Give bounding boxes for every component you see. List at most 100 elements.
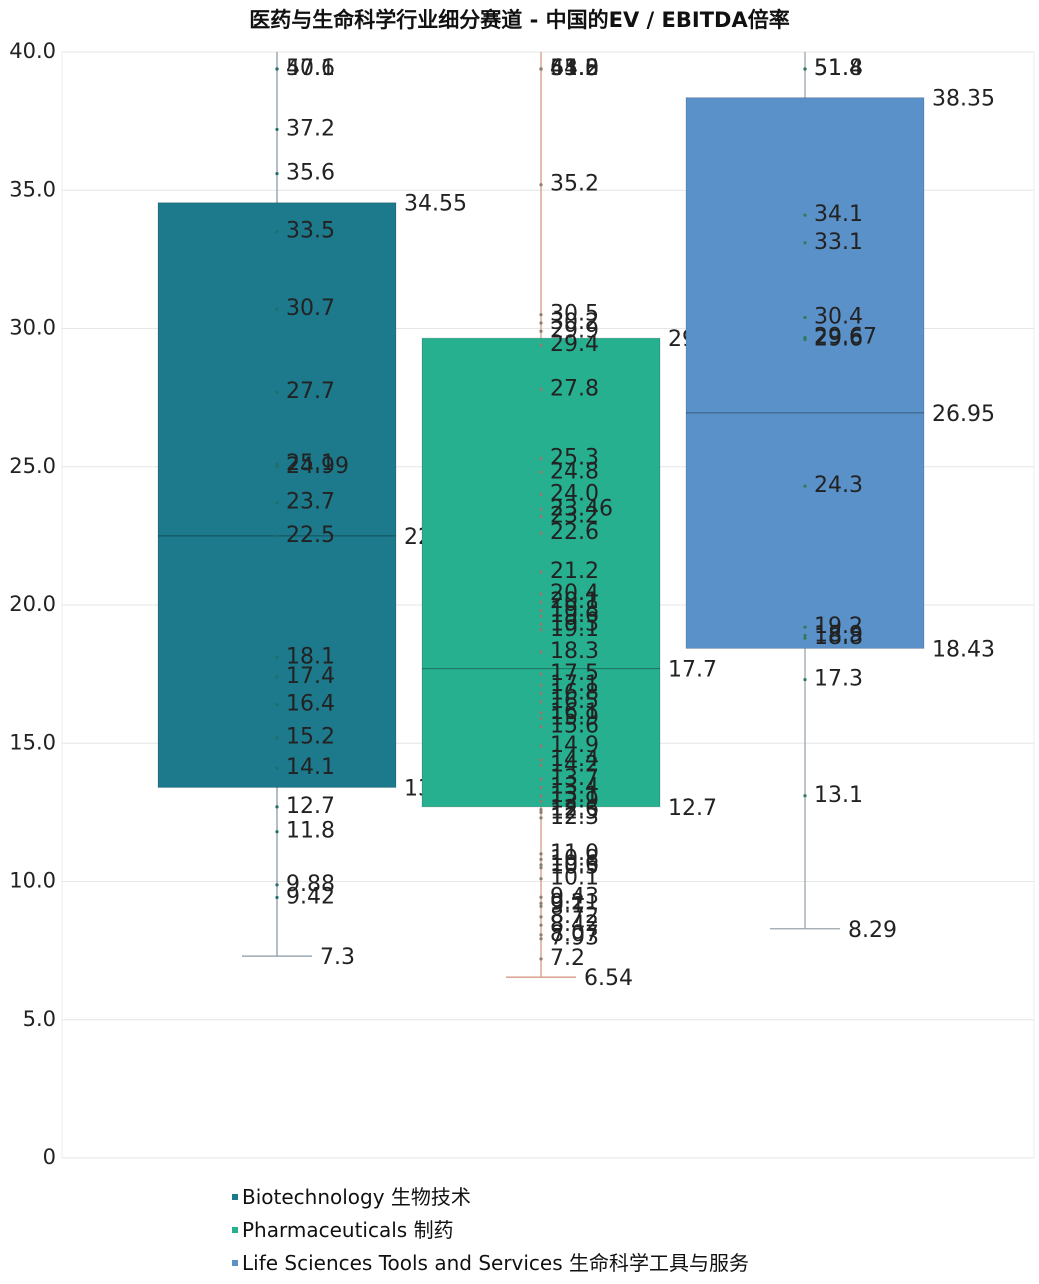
data-point bbox=[539, 866, 543, 870]
y-tick-label: 15.0 bbox=[9, 730, 56, 754]
data-point bbox=[275, 465, 279, 469]
data-point bbox=[539, 313, 543, 317]
point-label: 24.3 bbox=[814, 473, 863, 498]
data-point bbox=[539, 614, 543, 618]
point-label: 11.0 bbox=[550, 841, 599, 866]
data-point bbox=[539, 672, 543, 676]
box-iqr bbox=[157, 202, 397, 788]
median-label: 17.7 bbox=[668, 658, 717, 683]
q1-label: 12.7 bbox=[668, 796, 717, 821]
point-label: 8.07 bbox=[550, 922, 599, 947]
data-point bbox=[539, 683, 543, 687]
y-tick-label: 35.0 bbox=[9, 177, 56, 201]
point-label: 9.43 bbox=[550, 884, 599, 909]
point-label: 22.6 bbox=[550, 520, 599, 545]
q3-label: 38.35 bbox=[932, 87, 995, 112]
point-label: 13.1 bbox=[814, 783, 863, 808]
point-label: 15.9 bbox=[550, 705, 599, 730]
data-point bbox=[539, 785, 543, 790]
point-label: 19.2 bbox=[814, 614, 863, 639]
point-label: 12.9 bbox=[550, 788, 599, 813]
data-point bbox=[539, 777, 543, 781]
point-label: 18.8 bbox=[814, 625, 863, 650]
legend-label: Biotechnology 生物技术 bbox=[242, 1184, 471, 1209]
legend: Biotechnology 生物技术 Pharmaceuticals 制药 Li… bbox=[232, 1180, 749, 1279]
point-label: 24.8 bbox=[550, 459, 599, 484]
y-tick-label: 20.0 bbox=[9, 592, 56, 616]
point-label: 15.2 bbox=[286, 725, 335, 750]
data-point bbox=[803, 315, 807, 320]
y-tick-label: 5.0 bbox=[23, 1007, 56, 1031]
point-label: 19.8 bbox=[550, 598, 599, 623]
data-point bbox=[539, 810, 543, 814]
point-label: 30.2 bbox=[550, 310, 599, 335]
legend-swatch bbox=[232, 1226, 238, 1233]
data-point bbox=[539, 716, 543, 720]
point-label: 17.4 bbox=[286, 664, 335, 689]
point-label: 9.1 bbox=[550, 893, 585, 918]
data-point bbox=[275, 501, 279, 505]
data-point bbox=[539, 816, 543, 820]
point-label: 14.4 bbox=[550, 747, 599, 772]
data-point bbox=[539, 570, 543, 574]
data-point bbox=[275, 172, 279, 176]
data-point bbox=[539, 857, 543, 861]
point-label: 25.1 bbox=[286, 451, 335, 476]
data-point bbox=[275, 883, 279, 887]
point-label: 17.3 bbox=[814, 667, 863, 692]
point-label: 10.1 bbox=[550, 866, 599, 891]
point-label: 29.9 bbox=[550, 318, 599, 343]
data-point bbox=[539, 794, 543, 798]
point-label: 15.6 bbox=[550, 714, 599, 739]
box-iqr bbox=[685, 97, 925, 649]
point-label: 19.6 bbox=[550, 603, 599, 628]
data-point bbox=[275, 67, 279, 71]
data-point bbox=[539, 915, 543, 919]
data-point bbox=[539, 343, 543, 347]
point-label: 30.7 bbox=[286, 296, 335, 321]
data-point bbox=[539, 895, 543, 899]
point-label: 9.42 bbox=[286, 885, 335, 910]
point-label: 19.3 bbox=[550, 611, 599, 636]
point-label: 13.7 bbox=[550, 766, 599, 791]
point-label: 9.21 bbox=[550, 890, 599, 915]
legend-item-tools: Life Sciences Tools and Services 生命科学工具与… bbox=[232, 1246, 749, 1279]
data-point bbox=[539, 901, 543, 905]
q1-label: 18.43 bbox=[932, 637, 995, 662]
data-point bbox=[539, 711, 543, 715]
point-label: 20.1 bbox=[550, 589, 599, 614]
data-point bbox=[539, 691, 543, 696]
point-label: 12.6 bbox=[550, 797, 599, 822]
median-label: 26.95 bbox=[932, 402, 995, 427]
legend-item-pharma: Pharmaceuticals 制药 bbox=[232, 1213, 749, 1246]
data-point bbox=[539, 387, 543, 391]
point-label: 51.4 bbox=[814, 56, 863, 81]
data-point bbox=[275, 534, 279, 538]
point-label: 16.1 bbox=[550, 700, 599, 725]
data-point bbox=[803, 625, 807, 629]
data-point bbox=[275, 230, 279, 234]
point-label: 24.0 bbox=[550, 481, 599, 506]
chart-title: 医药与生命科学行业细分赛道 - 中国的EV / EBITDA倍率 bbox=[249, 8, 790, 32]
point-label: 44.2 bbox=[550, 56, 599, 81]
data-point bbox=[803, 337, 807, 342]
y-tick-label: 10.0 bbox=[9, 869, 56, 893]
legend-swatch bbox=[232, 1193, 238, 1200]
y-tick-label: 30.0 bbox=[9, 316, 56, 340]
box-plot: 0 5.0 10.0 15.0 20.0 25.0 30.0 35.0 40.0 47.650.1… bbox=[9, 39, 1035, 1169]
data-point bbox=[539, 725, 543, 729]
q3-label: 34.55 bbox=[404, 192, 467, 217]
whisker-low-label: 7.3 bbox=[320, 945, 355, 970]
data-point bbox=[539, 799, 543, 803]
data-point bbox=[539, 622, 543, 626]
point-label: 27.7 bbox=[286, 379, 335, 404]
point-label: 33.5 bbox=[286, 219, 335, 244]
data-point bbox=[539, 758, 543, 762]
point-label: 35.6 bbox=[286, 161, 335, 186]
point-label: 16.5 bbox=[550, 689, 599, 714]
point-label: 12.3 bbox=[550, 805, 599, 830]
data-point bbox=[539, 650, 543, 654]
point-label: 17.5 bbox=[550, 661, 599, 686]
data-point bbox=[539, 608, 543, 613]
data-point bbox=[539, 877, 543, 881]
